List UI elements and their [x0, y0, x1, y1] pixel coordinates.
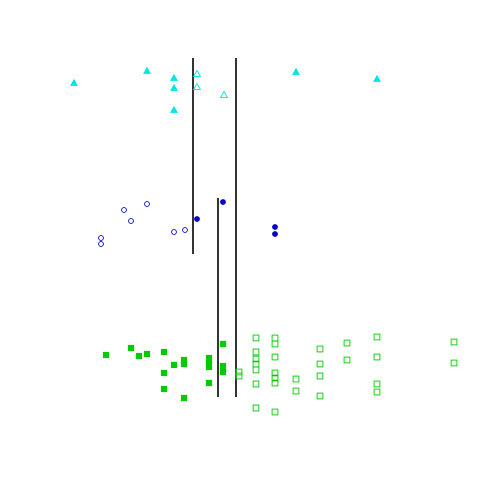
point-square-open-5-24 — [373, 333, 381, 341]
point-square-open-5-29 — [450, 359, 458, 367]
point-square-open-5-28 — [450, 338, 458, 346]
point-square-filled-4-8 — [160, 369, 168, 377]
point-square-open-5-22 — [343, 339, 351, 347]
point-square-open-5-2 — [252, 334, 260, 342]
point-triangle-open-1-2 — [219, 90, 229, 98]
point-square-filled-4-13 — [205, 363, 213, 371]
point-circle-open-3-5 — [98, 235, 104, 241]
point-square-open-5-14 — [271, 379, 279, 387]
point-circle-open-3-1 — [128, 218, 134, 224]
point-circle-open-3-2 — [144, 201, 150, 207]
point-square-open-5-23 — [343, 356, 351, 364]
point-square-open-5-13 — [271, 374, 279, 382]
point-triangle-filled-0-3 — [170, 83, 178, 91]
point-square-filled-4-15 — [219, 340, 227, 348]
point-square-open-5-21 — [316, 392, 324, 400]
point-circle-open-3-3 — [171, 229, 177, 235]
point-triangle-open-1-1 — [192, 82, 202, 90]
point-square-open-5-25 — [373, 353, 381, 361]
point-triangle-filled-0-1 — [143, 66, 151, 74]
point-square-open-5-3 — [252, 348, 260, 356]
point-square-filled-4-17 — [219, 368, 227, 376]
point-square-filled-4-16 — [219, 362, 227, 370]
point-circle-open-3-0 — [121, 207, 127, 213]
point-square-open-5-11 — [271, 353, 279, 361]
point-triangle-filled-0-4 — [170, 105, 178, 113]
point-triangle-filled-0-2 — [170, 73, 178, 81]
point-square-open-5-16 — [292, 375, 300, 383]
point-circle-open-3-6 — [98, 241, 104, 247]
point-square-open-5-0 — [235, 368, 243, 376]
point-square-open-5-8 — [252, 404, 260, 412]
point-square-filled-4-10 — [180, 394, 188, 402]
point-triangle-filled-0-6 — [373, 74, 381, 82]
point-square-filled-4-4 — [160, 348, 168, 356]
point-square-open-5-7 — [252, 380, 260, 388]
point-square-filled-4-0 — [102, 351, 110, 359]
point-square-open-5-10 — [271, 340, 279, 348]
point-square-open-5-17 — [292, 387, 300, 395]
point-square-filled-4-2 — [135, 352, 143, 360]
point-triangle-filled-0-0 — [70, 78, 78, 86]
point-square-filled-4-7 — [180, 360, 188, 368]
reference-lines — [192, 58, 237, 397]
point-square-open-5-20 — [316, 372, 324, 380]
point-square-filled-4-9 — [160, 385, 168, 393]
point-square-open-5-9 — [271, 334, 279, 342]
point-square-filled-4-5 — [170, 361, 178, 369]
point-square-filled-4-14 — [205, 379, 213, 387]
point-square-filled-4-1 — [127, 344, 135, 352]
point-square-open-5-18 — [316, 345, 324, 353]
point-circle-filled-2-1 — [220, 199, 226, 205]
point-square-open-5-27 — [373, 388, 381, 396]
point-circle-open-3-4 — [182, 227, 188, 233]
point-triangle-filled-0-5 — [292, 67, 300, 75]
data-points — [70, 66, 458, 416]
point-square-open-5-4 — [252, 355, 260, 363]
point-triangle-open-1-0 — [192, 69, 202, 77]
point-square-open-5-1 — [235, 372, 243, 380]
point-circle-filled-2-2 — [272, 224, 278, 230]
point-square-open-5-26 — [373, 380, 381, 388]
point-square-open-5-19 — [316, 360, 324, 368]
point-circle-filled-2-0 — [194, 216, 200, 222]
point-circle-filled-2-3 — [272, 231, 278, 237]
point-square-open-5-15 — [271, 408, 279, 416]
point-square-open-5-12 — [271, 369, 279, 377]
point-square-open-5-6 — [252, 366, 260, 374]
point-square-filled-4-3 — [143, 350, 151, 358]
